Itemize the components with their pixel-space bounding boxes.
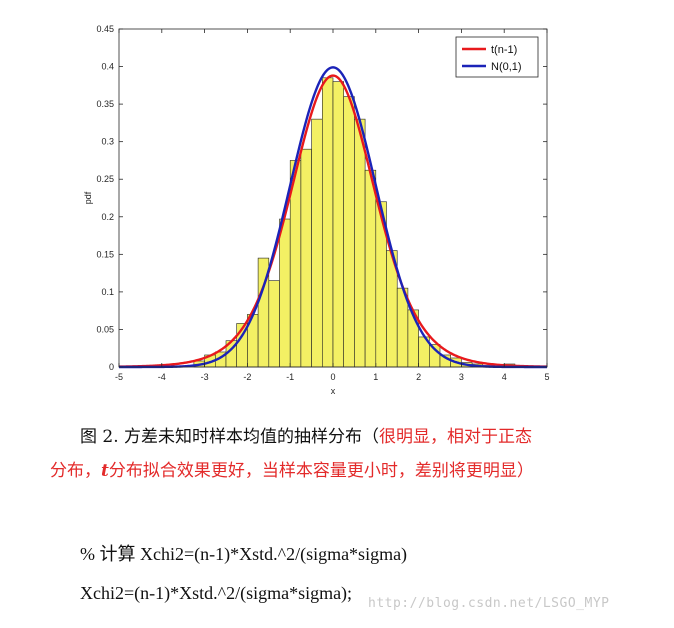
watermark-url: http://blog.csdn.net/LSGO_MYP: [368, 596, 610, 611]
y-tick-label-8: 0.4: [101, 62, 114, 72]
histogram-bar-8: [279, 218, 291, 368]
x-tick-label-4: -1: [286, 372, 294, 382]
histogram-bar-12: [321, 77, 334, 368]
histogram-bar-7: [268, 280, 280, 368]
figure-caption: 图 2. 方差未知时样本均值的抽样分布（很明显，相对于正态 分布，t分布拟合效果…: [50, 420, 650, 488]
x-tick-label-10: 5: [544, 372, 549, 382]
x-tick-label-8: 3: [459, 372, 464, 382]
histogram-bar-16: [364, 169, 377, 368]
histogram-bar-15: [354, 118, 366, 368]
caption-t-letter: t: [101, 461, 109, 481]
y-axis-label: pdf: [83, 191, 93, 204]
x-tick-label-6: 1: [373, 372, 378, 382]
x-axis-label: x: [331, 386, 336, 396]
y-tick-label-0: 0: [109, 362, 114, 372]
y-tick-label-1: 0.05: [96, 324, 114, 334]
series-line-t: [118, 74, 548, 368]
x-tick-label-0: -5: [115, 372, 123, 382]
x-tick-label-1: -4: [158, 372, 166, 382]
x-tick-label-3: -2: [243, 372, 251, 382]
x-tick-label-9: 4: [502, 372, 507, 382]
y-tick-label-4: 0.2: [101, 212, 114, 222]
chart-figure: -5 -4 -3 -2 -1 0 1 2 3 4 5 0 0.05 0.1 0.15 0.2 0.25 0.3 0.…: [83, 24, 550, 396]
x-tick-label-2: -3: [201, 372, 209, 382]
y-tick-label-5: 0.25: [96, 174, 114, 184]
plot-area: -5 -4 -3 -2 -1 0 1 2 3 4 5 0 0.05 0.1 0.15 0.2 0.25 0.3 0.…: [83, 24, 550, 396]
code-line-statement: Xchi2=(n-1)*Xstd.^2/(sigma*sigma);: [80, 583, 353, 603]
caption-red-part2a: 分布，: [50, 461, 101, 481]
histogram-bar-10: [300, 148, 312, 368]
legend-label-1: N(0,1): [491, 61, 522, 73]
histogram-bar-13: [332, 81, 344, 368]
series-line-normal: [119, 66, 547, 369]
code-line-comment: % 计算 Xchi2=(n-1)*Xstd.^2/(sigma*sigma): [80, 544, 408, 564]
caption-red-part2b: 分布拟合效果更好，当样本容量更小时，差别将更明显）: [108, 461, 534, 481]
y-tick-label-6: 0.3: [101, 137, 114, 147]
y-tick-label-3: 0.15: [96, 249, 114, 259]
x-tick-label-5: 0: [330, 372, 335, 382]
histogram-bar-11: [311, 118, 323, 368]
legend-box: [455, 36, 539, 78]
caption-prefix: 图 2. 方差未知时样本均值的抽样分布（: [80, 427, 380, 447]
y-tick-label-2: 0.1: [101, 287, 114, 297]
y-tick-label-9: 0.45: [96, 24, 114, 34]
legend-label-0: t(n-1): [491, 44, 517, 56]
caption-red-part1: 很明显，相对于正态: [379, 427, 533, 447]
histogram-bar-14: [343, 96, 355, 368]
y-tick-label-7: 0.35: [96, 99, 114, 109]
x-tick-label-7: 2: [416, 372, 421, 382]
